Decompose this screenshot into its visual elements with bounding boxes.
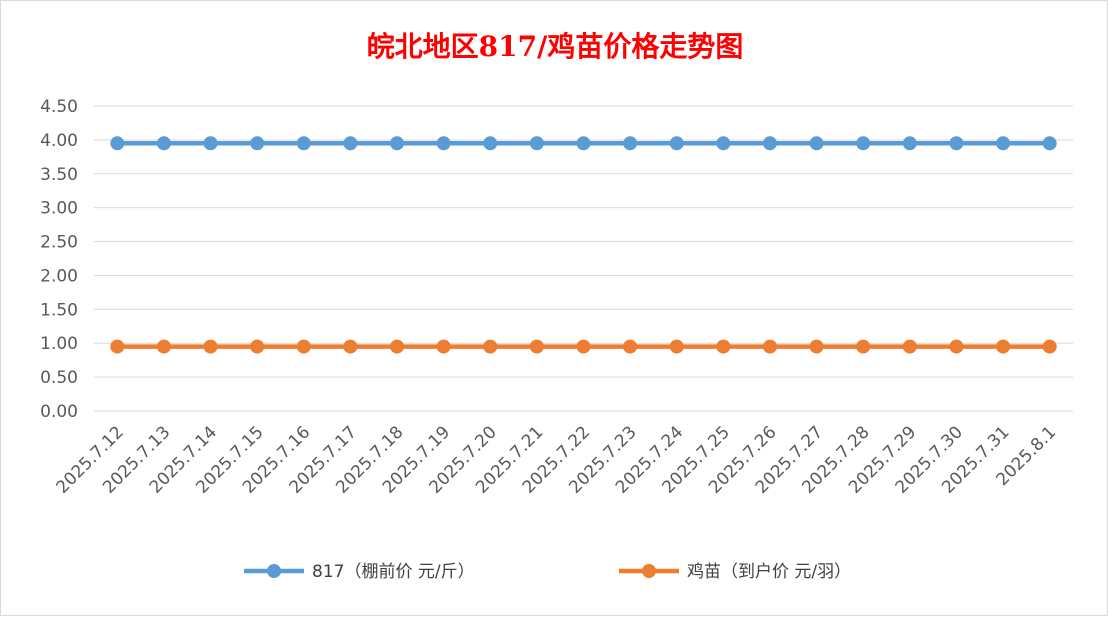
data-point xyxy=(110,339,125,354)
legend-label: 817（棚前价 元/斤） xyxy=(312,562,475,582)
data-point xyxy=(156,339,171,354)
data-point xyxy=(1042,136,1057,151)
data-point xyxy=(902,339,917,354)
legend-marker xyxy=(642,564,656,578)
data-point xyxy=(716,339,731,354)
legend: 817（棚前价 元/斤） 鸡苗（到户价 元/羽） xyxy=(244,562,851,582)
data-point xyxy=(296,136,311,151)
data-point xyxy=(809,136,824,151)
data-point xyxy=(203,339,218,354)
y-tick-label: 0.50 xyxy=(40,368,78,388)
data-point xyxy=(996,136,1011,151)
y-tick-label: 4.50 xyxy=(40,97,78,117)
series-lines xyxy=(110,136,1057,354)
data-point xyxy=(483,339,498,354)
y-tick-label: 1.50 xyxy=(40,300,78,320)
data-point xyxy=(436,339,451,354)
series-2 xyxy=(110,339,1057,354)
y-tick-label: 2.50 xyxy=(40,233,78,253)
data-point xyxy=(250,136,265,151)
data-point xyxy=(296,339,311,354)
data-point xyxy=(623,136,638,151)
data-point xyxy=(809,339,824,354)
y-tick-label: 2.00 xyxy=(40,266,78,286)
data-point xyxy=(529,136,544,151)
data-point xyxy=(949,136,964,151)
data-point xyxy=(390,339,405,354)
y-axis-ticks: 0.00 0.50 1.00 1.50 2.00 2.50 3.00 3.50 4.00 4.50 xyxy=(40,97,78,422)
data-point xyxy=(856,136,871,151)
data-point xyxy=(669,339,684,354)
series-1 xyxy=(110,136,1057,151)
data-point xyxy=(436,136,451,151)
data-point xyxy=(949,339,964,354)
data-point xyxy=(762,136,777,151)
data-point xyxy=(902,136,917,151)
data-point xyxy=(250,339,265,354)
data-point xyxy=(716,136,731,151)
data-point xyxy=(576,136,591,151)
y-tick-label: 3.00 xyxy=(40,199,78,219)
data-point xyxy=(996,339,1011,354)
y-tick-label: 3.50 xyxy=(40,165,78,185)
gridlines xyxy=(94,105,1073,412)
data-point xyxy=(576,339,591,354)
y-tick-label: 1.00 xyxy=(40,334,78,354)
data-point xyxy=(623,339,638,354)
data-point xyxy=(203,136,218,151)
y-tick-label: 4.00 xyxy=(40,131,78,151)
data-point xyxy=(156,136,171,151)
x-axis-ticks: 2025.7.122025.7.132025.7.142025.7.152025… xyxy=(53,422,1061,497)
data-point xyxy=(110,136,125,151)
data-point xyxy=(483,136,498,151)
data-point xyxy=(1042,339,1057,354)
data-point xyxy=(669,136,684,151)
data-point xyxy=(390,136,405,151)
data-point xyxy=(856,339,871,354)
legend-marker xyxy=(267,564,281,578)
data-point xyxy=(343,136,358,151)
data-point xyxy=(343,339,358,354)
y-tick-label: 0.00 xyxy=(40,402,78,422)
legend-label: 鸡苗（到户价 元/羽） xyxy=(687,562,851,582)
chart-title: 皖北地区817/鸡苗价格走势图 xyxy=(367,30,744,63)
data-point xyxy=(529,339,544,354)
data-point xyxy=(762,339,777,354)
